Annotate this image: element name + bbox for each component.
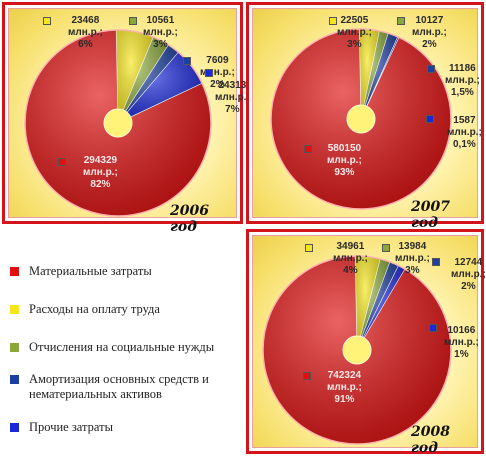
label-marker-material [304,145,312,153]
legend-label: Отчисления на социальные нужды [29,340,215,354]
data-label-other: 24313 млн.р.; 7% [215,80,250,115]
donut-hole [346,104,376,134]
data-label-labor: 23468 млн.р.; 6% [68,15,103,50]
label-marker-other [426,115,434,123]
legend-item-material: Материальные затраты [10,264,152,279]
label-marker-material [303,372,311,380]
slice-other-shade [357,265,405,350]
data-label-amortization: 12744 млн.р.; 2% [451,257,486,292]
label-marker-labor [43,17,51,25]
data-label-amortization: 11186 млн.р.; 1,5% [445,63,480,98]
label-marker-social [382,244,390,252]
legend-item-social: Отчисления на социальные нужды [10,340,214,355]
label-marker-social [397,17,405,25]
slice-social-shade [118,36,169,123]
data-label-other: 10166 млн.р.; 1% [444,325,479,360]
pie-rim [270,28,452,210]
legend-swatch [10,267,19,276]
slice-amortization-shade [357,261,399,350]
pie-chart-2006 [24,29,212,217]
label-marker-labor [329,17,337,25]
donut-hole [342,335,372,365]
data-label-social: 10561 млн.р.; 3% [143,15,178,50]
chart-panel-2008: 2008 год 742324 млн.р.; 91% 34961 млн.р.; 4% 1… [246,229,486,456]
slice-other-shade [118,52,203,123]
chart-panel-2007: 2007 год 580150 млн.р.; 93% 22505 млн.р.; 3% 1… [246,2,484,231]
slice-labor-shade [116,29,154,123]
label-marker-amortization [427,65,435,73]
legend-item-labor: Расходы на оплату труда [10,302,160,317]
label-marker-amortization [183,57,191,65]
legend-item-other: Прочие затраты [10,420,113,435]
donut-hole [103,108,133,138]
chart-title: 2008 год [411,424,450,456]
data-label-material: 294329 млн.р.; 82% [83,155,118,190]
data-label-material: 580150 млн.р.; 93% [327,143,362,178]
chart-title: 2007 год [411,199,450,231]
legend-item-amortization: Амортизация основных средств и нематериа… [10,372,245,402]
legend-swatch [10,305,19,314]
label-marker-amortization [432,258,440,266]
data-label-material: 742324 млн.р.; 91% [327,370,362,405]
pie-chart-2008 [262,255,452,445]
slice-labor-shade [359,28,380,119]
data-label-social: 13984 млн.р.; 3% [395,241,430,276]
pie-rim [24,29,212,217]
legend-swatch [10,375,19,384]
slice-amortization-shade [118,44,179,123]
legend-label: Материальные затраты [29,264,152,278]
chart-title: 2006 год [170,203,209,235]
data-label-labor: 34961 млн.р.; 4% [333,241,368,276]
label-marker-other [205,69,213,77]
legend-label: Расходы на оплату труда [29,302,160,316]
label-marker-other [429,324,437,332]
data-label-labor: 22505 млн.р.; 3% [337,15,372,50]
chart-panel-2006: 2006 год 294329 млн.р.; 82% 23468 млн.р.; 6% 1… [2,2,250,235]
legend-label: Амортизация основных средств и нематериа… [29,372,209,401]
legend-label: Прочие затраты [29,420,113,434]
legend-swatch [10,423,19,432]
pie-chart-2007 [270,28,452,210]
pie-rim [262,255,452,445]
label-marker-labor [305,244,313,252]
data-label-other: 1587 млн.р.; 0,1% [447,115,482,150]
slice-amortization-shade [361,33,398,119]
data-label-social: 10127 млн.р.; 2% [412,15,447,50]
legend-swatch [10,343,19,352]
slice-labor-shade [355,256,381,350]
label-marker-social [129,17,137,25]
data-label-amortization: 7609 млн.р.; 2% [200,55,235,90]
label-marker-material [58,158,66,166]
